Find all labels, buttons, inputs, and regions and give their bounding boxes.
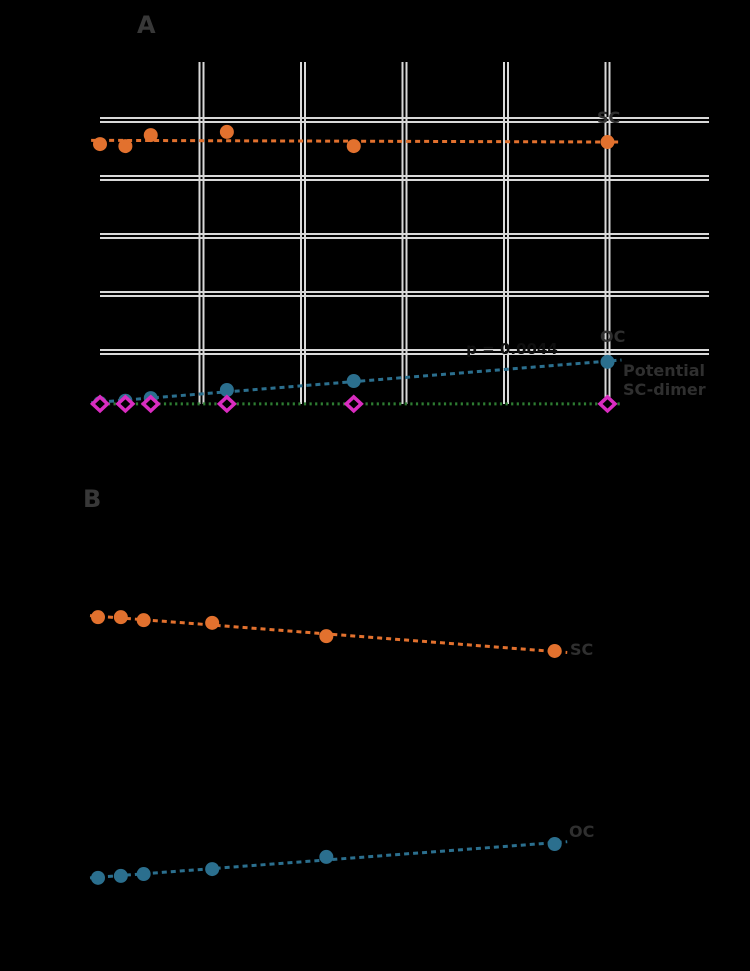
panel-b-letter: B bbox=[83, 485, 102, 513]
illegible-annotation: p = 0.0044 bbox=[466, 340, 558, 358]
panel-a-oc-series-label: OC bbox=[600, 327, 626, 346]
panel-a-letter: A bbox=[137, 11, 156, 39]
panel-b-sc-series-label: SC bbox=[570, 640, 594, 659]
panel-a-dimer-series-label: Potential SC-dimer bbox=[623, 361, 706, 399]
panel-a-sc-series-label: SC bbox=[597, 108, 621, 127]
panel-b-oc-series-label: OC bbox=[569, 822, 595, 841]
